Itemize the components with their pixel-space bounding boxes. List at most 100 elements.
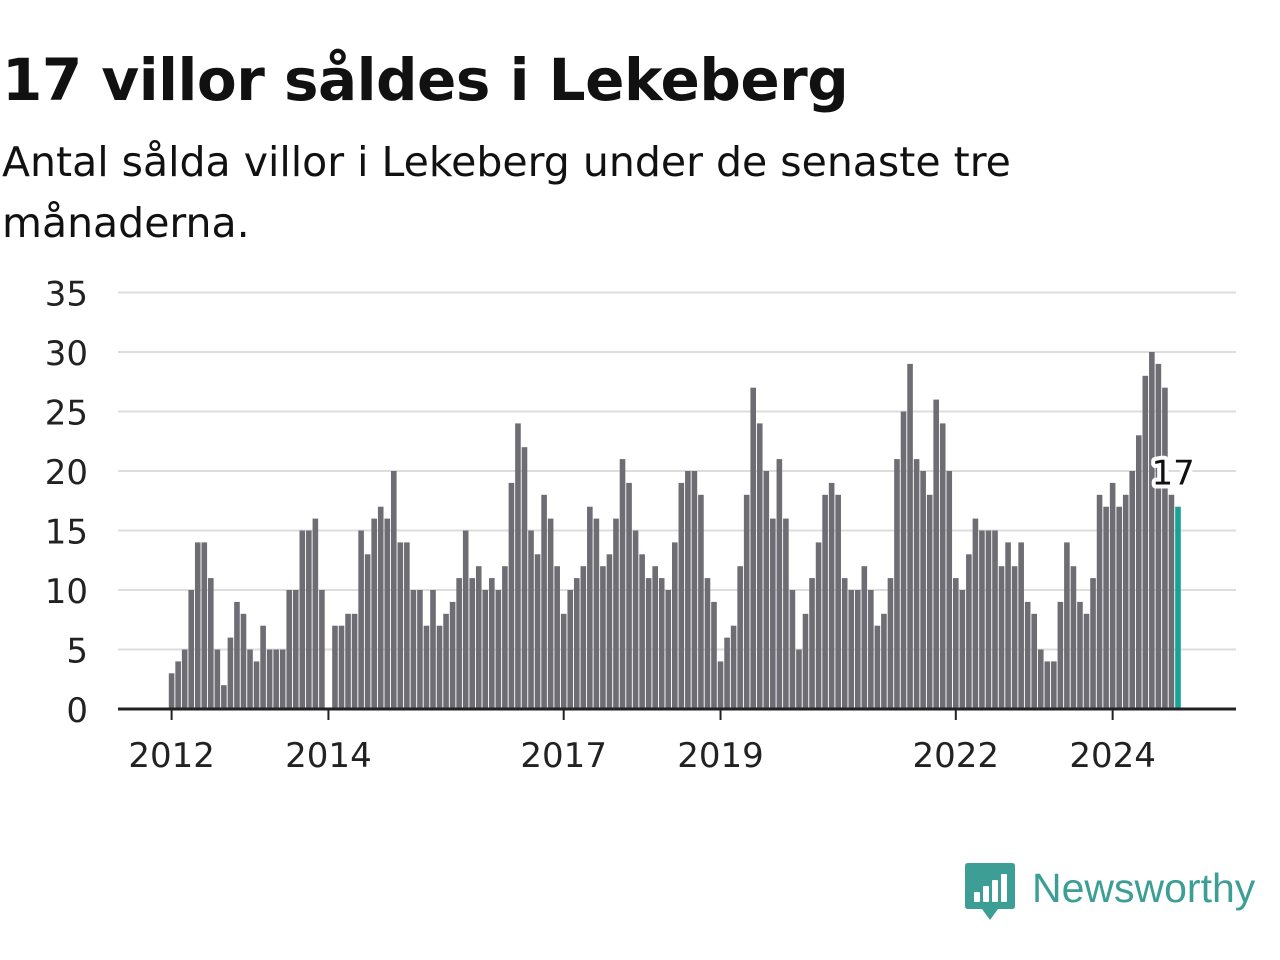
bar [639, 554, 645, 709]
bar [194, 542, 201, 709]
bar [848, 590, 855, 709]
bar [887, 578, 894, 709]
bar [345, 613, 351, 709]
bar [1155, 363, 1162, 709]
bar [959, 590, 966, 709]
bar [560, 613, 567, 709]
x-tick-label: 2014 [285, 736, 372, 776]
bar [913, 459, 920, 709]
bar [600, 566, 606, 709]
bar [998, 566, 1005, 709]
bar [1051, 661, 1057, 709]
bar [1011, 566, 1018, 709]
bar [809, 578, 815, 709]
bar [730, 625, 737, 709]
bar [508, 482, 515, 709]
bar [247, 649, 253, 709]
bar [894, 459, 900, 709]
bar [770, 518, 776, 709]
bar [619, 459, 626, 709]
bar-highlight [1175, 506, 1181, 709]
bar [273, 649, 279, 709]
y-tick-label: 0 [66, 691, 88, 731]
bar [933, 399, 939, 709]
bar [966, 554, 972, 709]
bar [1005, 542, 1011, 709]
bar [397, 542, 404, 709]
bar [900, 411, 907, 709]
bar [260, 625, 266, 709]
bar [1064, 542, 1070, 709]
bar [743, 494, 750, 709]
bar [1024, 601, 1031, 709]
bar [796, 649, 802, 709]
bar [992, 530, 998, 709]
bar [1031, 613, 1038, 709]
bar [221, 685, 227, 709]
bar [567, 590, 574, 709]
bar [698, 494, 704, 709]
bar [1083, 613, 1090, 709]
bar [456, 578, 462, 709]
bar [874, 625, 881, 709]
y-tick-label: 25 [45, 394, 88, 434]
bar [482, 590, 489, 709]
bar [449, 601, 456, 709]
bar [828, 482, 835, 709]
bar [685, 471, 691, 709]
newsworthy-wordmark: Newsworthy [1032, 865, 1256, 911]
y-axis: 0 5 10 15 20 25 30 35 [45, 275, 88, 732]
bar [939, 423, 946, 709]
bar [214, 649, 221, 709]
bar [534, 554, 541, 709]
x-tick-label: 2024 [1069, 736, 1156, 776]
bar [469, 578, 476, 709]
bar [861, 566, 868, 709]
bar [299, 530, 306, 709]
bars [168, 352, 1181, 709]
bar [1122, 494, 1129, 709]
bar [815, 542, 822, 709]
bar [175, 661, 181, 709]
bar [201, 542, 208, 709]
y-tick-label: 5 [66, 632, 88, 672]
bar [783, 518, 789, 709]
highlight-value-label: 17 [1152, 454, 1195, 494]
bar [502, 566, 508, 709]
x-tick-label: 2019 [677, 736, 764, 776]
bar [384, 518, 391, 709]
y-tick-label: 15 [45, 513, 88, 553]
y-tick-label: 30 [45, 334, 88, 374]
bar [1018, 542, 1024, 709]
bar [1090, 578, 1096, 709]
bar [417, 590, 423, 709]
y-tick-label: 10 [45, 572, 88, 612]
bar [541, 494, 547, 709]
bar [711, 601, 717, 709]
bar [319, 590, 325, 709]
bar [665, 590, 672, 709]
bar [985, 530, 992, 709]
x-tick-label: 2022 [913, 736, 1000, 776]
bar [1116, 506, 1122, 709]
bar [1037, 649, 1044, 709]
bar [1142, 375, 1149, 709]
bar [495, 590, 502, 709]
bar [358, 530, 364, 709]
bar [306, 530, 312, 709]
chart-title: 17 villor såldes i Lekeberg [2, 46, 849, 114]
bar [841, 578, 848, 709]
bar [1103, 506, 1109, 709]
bar [528, 530, 534, 709]
bar [868, 590, 874, 709]
bar [266, 649, 273, 709]
x-tick-label: 2017 [520, 736, 607, 776]
bar [279, 649, 286, 709]
x-axis: 2012 2014 2017 2019 2022 2024 [118, 707, 1236, 776]
bar [430, 590, 436, 709]
bar [286, 590, 293, 709]
bar [1109, 482, 1116, 709]
bar [979, 530, 985, 709]
y-tick-label: 35 [45, 275, 88, 315]
bar [587, 506, 593, 709]
